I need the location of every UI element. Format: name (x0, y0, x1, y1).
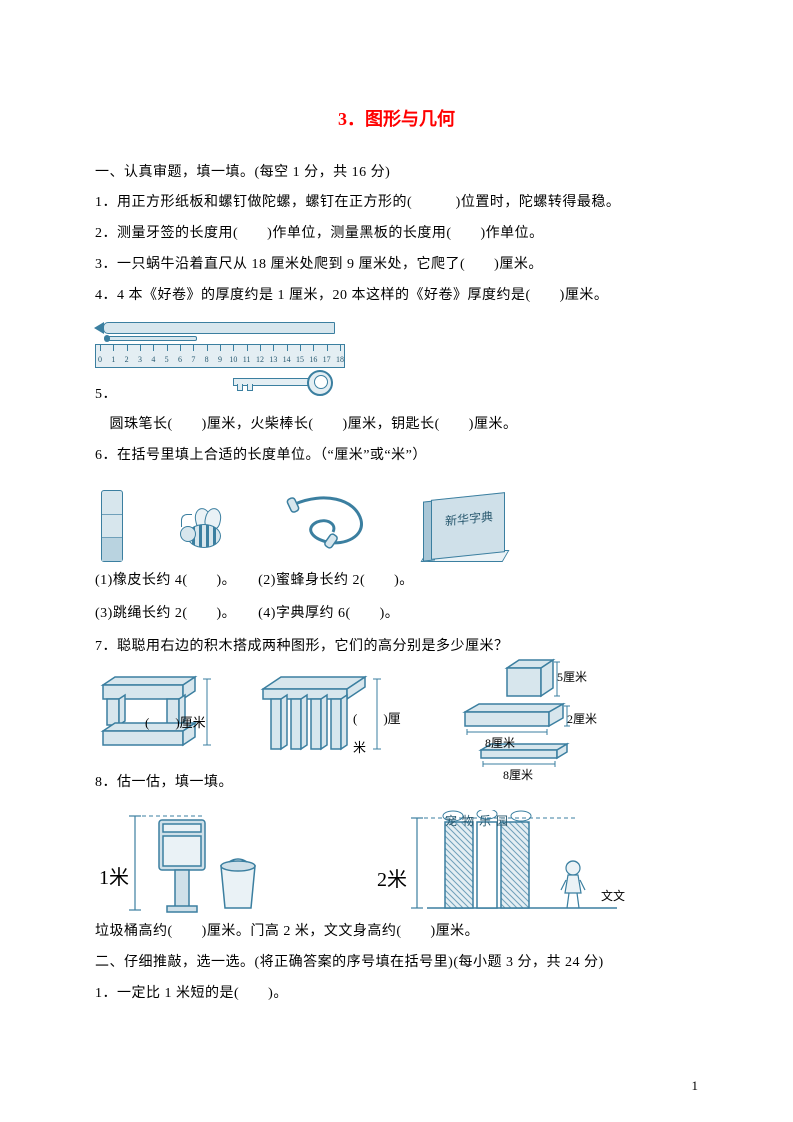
eraser-icon (101, 490, 123, 562)
dictionary-icon: 新华字典 (423, 492, 505, 562)
page-number: 1 (692, 1078, 699, 1094)
q1: 1．用正方形纸板和螺钉做陀螺，螺钉在正方形的( )位置时，陀螺转得最稳。 (95, 188, 698, 219)
q7-a-blank: ( )厘米 (145, 709, 206, 738)
jump-rope-icon (283, 492, 373, 562)
q5-text: 圆珠笔长( )厘米，火柴棒长( )厘米，钥匙长( )厘米。 (95, 410, 698, 441)
q7-shape-b: ( )厘米 (257, 671, 407, 761)
dictionary-label: 新华字典 (445, 503, 493, 534)
q2: 2．测量牙签的长度用( )作单位，测量黑板的长度用( )作单位。 (95, 219, 698, 250)
q8-2m-label: 2米 (377, 858, 407, 902)
q7-legend-8cm-b: 8厘米 (503, 762, 533, 788)
q7-legend-8cm-a: 8厘米 (485, 730, 515, 756)
page-title: 3．图形与几何 (95, 100, 698, 140)
q7-blocks-legend: 5厘米 2厘米 8厘米 8厘米 (437, 656, 617, 776)
q7-figure-row: ( )厘米 ( )厘米 (97, 666, 698, 766)
q8-figure-row: 1米 (97, 805, 698, 915)
matchstick-icon (107, 336, 197, 341)
q4: 4．4 本《好卷》的厚度约是 1 厘米，20 本这样的《好卷》厚度约是( )厘米… (95, 281, 698, 312)
q6-sub-3-4: (3)跳绳长约 2( )。 (4)字典厚约 6( )。 (95, 599, 698, 630)
q7-b-blank: ( )厘米 (353, 705, 407, 762)
q8-1m-label: 1米 (99, 856, 129, 900)
q6: 6．在括号里填上合适的长度单位。（“厘米”或“米”） (95, 441, 698, 472)
q7-shape-a: ( )厘米 (97, 671, 227, 761)
q7-legend-5cm: 5厘米 (557, 664, 587, 690)
q5-figure-ruler: 0123456789101112131415161718 (95, 318, 698, 378)
s2-q1: 1．一定比 1 米短的是( )。 (95, 979, 698, 1010)
q7-legend-2cm: 2厘米 (567, 706, 597, 732)
q5-number: 5． (95, 380, 698, 411)
q6-figure-row: 新华字典 (101, 480, 698, 562)
section-2-heading: 二、仔细推敲，选一选。(将正确答案的序号填在括号里)(每小题 3 分，共 24 … (95, 948, 698, 979)
q8-sign-label: 宠 物 乐 园 (445, 808, 509, 834)
section-1-heading: 一、认真审题，填一填。(每空 1 分，共 16 分) (95, 158, 698, 189)
q8-wenwen-label: 文文 (601, 883, 625, 909)
worksheet-page: 3．图形与几何 一、认真审题，填一填。(每空 1 分，共 16 分) 1．用正方… (0, 0, 793, 1050)
bee-icon (173, 502, 233, 562)
q3: 3．一只蜗牛沿着直尺从 18 厘米处爬到 9 厘米处，它爬了( )厘米。 (95, 250, 698, 281)
pen-icon (103, 322, 335, 334)
q6-sub-1-2: (1)橡皮长约 4( )。 (2)蜜蜂身长约 2( )。 (95, 566, 698, 597)
q8-door-child: 2米 文文 宠 物 乐 园 (377, 810, 627, 915)
ruler-icon: 0123456789101112131415161718 (95, 344, 345, 368)
key-icon (233, 366, 333, 396)
q8-answer-line: 垃圾桶高约( )厘米。门高 2 米，文文身高约( )厘米。 (95, 917, 698, 948)
q8-mailbox-trashcan: 1米 (97, 810, 277, 915)
